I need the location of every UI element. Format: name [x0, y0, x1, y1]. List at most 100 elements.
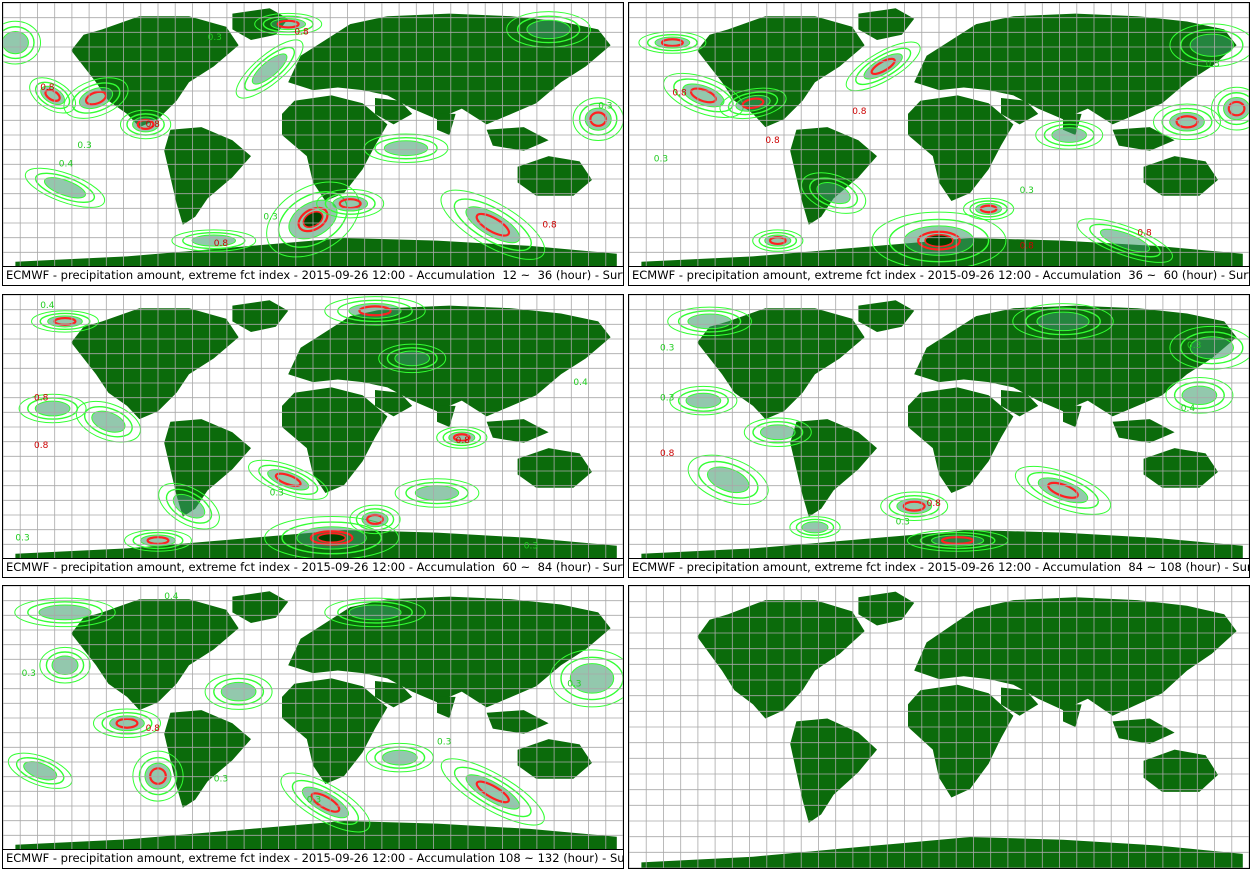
- precip-feature: [324, 597, 426, 628]
- contour-ring: [324, 296, 426, 326]
- contour-ring: [526, 19, 571, 40]
- contour-ring-high: [115, 717, 139, 729]
- contour-ring: [374, 136, 438, 160]
- contour-ring: [165, 488, 213, 524]
- precip-feature: [204, 673, 273, 710]
- contour-label: 0.3: [896, 518, 910, 528]
- precip-feature: [845, 41, 921, 92]
- contour-ring: [1180, 331, 1244, 365]
- contour-label: 0.8: [1137, 228, 1152, 238]
- contour-label: 0.8: [660, 449, 675, 459]
- contour-ring: [138, 756, 178, 796]
- contour-label: 0.8: [542, 220, 557, 230]
- contour-labels: 0.30.80.80.30.40.30.80.80.30.8: [40, 28, 612, 249]
- contour-ring: [816, 182, 851, 205]
- land-india: [437, 405, 456, 427]
- contour-ring-high: [475, 212, 511, 237]
- contour-label: 0.8: [146, 724, 161, 734]
- contour-ring: [465, 774, 521, 810]
- precip-feature: [719, 87, 787, 120]
- contour-ring: [855, 47, 912, 86]
- contour-ring-high: [741, 97, 765, 110]
- contour-ring: [266, 181, 360, 258]
- contour-ring: [337, 299, 413, 323]
- contour-label: 0.3: [208, 33, 222, 43]
- graticule-grid: [3, 295, 623, 559]
- contour-ring-high: [870, 57, 896, 76]
- contour-ring: [1165, 377, 1234, 414]
- contour-ring-high: [297, 206, 329, 233]
- contour-ring: [244, 46, 295, 92]
- world-map-canvas[interactable]: 0.8 0.8 0.3 0.8 0.3 0.8 0.3 0.8: [629, 3, 1249, 267]
- contour-label: 0.8: [672, 88, 687, 98]
- contour-ring: [394, 350, 431, 367]
- land-south-america: [164, 710, 251, 808]
- contour-label: 0.3: [660, 394, 674, 404]
- land-north-america: [71, 599, 239, 711]
- precip-feature: [1169, 23, 1249, 68]
- contour-ring: [572, 97, 623, 142]
- contour-ring: [687, 454, 769, 505]
- land-eurasia: [914, 305, 1237, 417]
- contour-ring: [3, 20, 42, 65]
- land-north-america: [71, 16, 239, 128]
- land-eurasia: [288, 596, 611, 708]
- contour-label: 0.4: [59, 160, 74, 170]
- contour-ring: [801, 172, 867, 214]
- graticule-grid: [3, 3, 623, 267]
- contour-label: 0.3: [214, 774, 228, 784]
- contour-ring: [1037, 477, 1089, 504]
- world-map-canvas[interactable]: 0.4 0.8 0.3 0.3 0.3 0.3 0.3: [3, 586, 623, 850]
- contour-ring: [34, 81, 71, 110]
- land-africa: [282, 678, 388, 784]
- precip-feature: [378, 343, 447, 374]
- contour-ring: [158, 482, 220, 530]
- precip-feature: [1014, 465, 1112, 515]
- contour-label: 0.8: [146, 120, 161, 130]
- contour-ring: [677, 310, 742, 333]
- contour-ring: [1027, 471, 1099, 509]
- contour-ring: [324, 597, 426, 628]
- contour-ring: [1036, 311, 1090, 332]
- world-map-canvas[interactable]: 0.3 0.3 0.8 0.8 0.3 0.4 0.3: [629, 295, 1249, 559]
- contour-ring: [394, 478, 480, 508]
- map-caption: ECMWF - precipitation amount, extreme fc…: [3, 558, 623, 577]
- land-india: [1063, 704, 1082, 727]
- contour-ring: [386, 347, 438, 370]
- contour-ring: [809, 177, 859, 209]
- contour-label: 0.3: [654, 154, 668, 164]
- contour-ring: [101, 712, 153, 735]
- precip-feature: [801, 172, 867, 214]
- contour-ring-high: [768, 236, 787, 246]
- world-map-canvas[interactable]: [629, 586, 1249, 868]
- contour-ring: [254, 12, 323, 36]
- map-caption: ECMWF - precipitation amount, extreme fc…: [3, 849, 623, 868]
- contour-label: 0.8: [34, 441, 49, 451]
- contour-label: 0.3: [15, 534, 29, 544]
- contour-ring: [71, 82, 121, 114]
- contour-ring: [795, 518, 835, 536]
- contour-label: 0.3: [77, 141, 91, 151]
- contour-ring: [51, 655, 79, 675]
- map-panel-60-84: 0.4 0.8 0.8 0.3 0.8 0.4 0.3 0.3 ECMWF - precipi…: [2, 294, 624, 578]
- world-map-canvas[interactable]: 0.30.80.80.30.40.30.80.80.30.8: [3, 3, 623, 267]
- land-eurasia: [288, 13, 611, 125]
- contour-ring: [337, 601, 413, 624]
- contour-ring: [685, 392, 722, 409]
- contour-ring: [264, 516, 400, 559]
- world-map-canvas[interactable]: 0.4 0.8 0.8 0.3 0.8 0.4 0.3 0.3: [3, 295, 623, 559]
- contour-label: 0.8: [852, 107, 867, 117]
- map-caption: ECMWF - precipitation amount, extreme fc…: [3, 266, 623, 285]
- contour-labels: 0.3 0.3 0.8 0.8 0.3 0.4 0.3: [660, 341, 1201, 528]
- contour-ring: [962, 197, 1015, 221]
- land-australia: [517, 448, 592, 488]
- contour-ring: [969, 200, 1008, 218]
- contour-ring: [1169, 325, 1249, 370]
- contour-label: 0.3: [307, 796, 321, 806]
- contour-ring: [677, 389, 729, 412]
- land-se-asia: [486, 710, 549, 734]
- contour-ring: [1181, 385, 1218, 406]
- contour-ring: [1169, 112, 1205, 132]
- precipitation-field: [18, 296, 488, 559]
- contour-ring: [43, 177, 87, 199]
